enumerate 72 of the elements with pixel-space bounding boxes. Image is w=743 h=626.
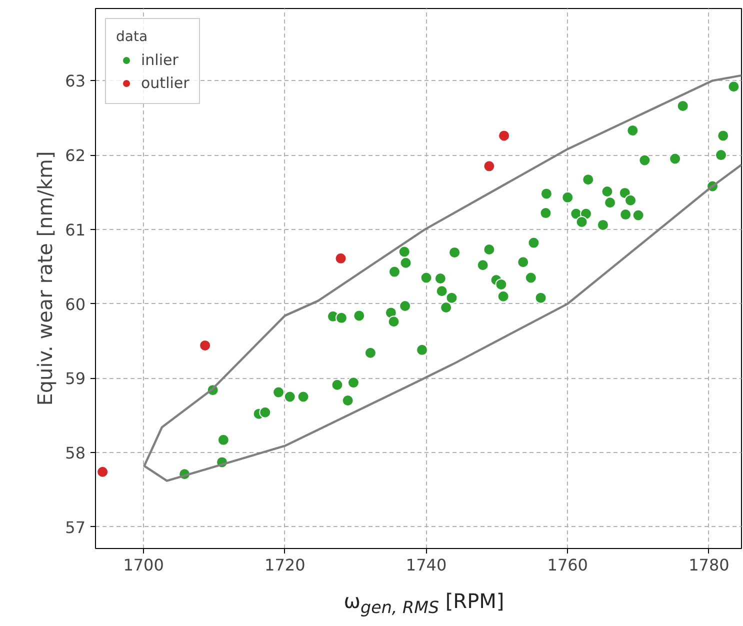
point bbox=[483, 160, 496, 172]
point bbox=[434, 272, 446, 284]
point bbox=[448, 246, 461, 258]
point bbox=[400, 256, 412, 269]
y-tick-label: 59 bbox=[65, 369, 86, 388]
point bbox=[259, 406, 272, 418]
point bbox=[353, 310, 366, 322]
point bbox=[446, 292, 458, 304]
point bbox=[517, 256, 530, 268]
point bbox=[199, 339, 212, 352]
point bbox=[601, 185, 614, 198]
legend-label: inlier bbox=[141, 51, 178, 69]
point bbox=[717, 130, 730, 142]
point bbox=[272, 386, 285, 398]
point bbox=[420, 272, 432, 284]
x-tick-label: 1760 bbox=[547, 556, 588, 574]
point bbox=[398, 246, 410, 258]
y-axis-title: Equiv. wear rate [nm/km] bbox=[33, 151, 58, 406]
point bbox=[576, 216, 588, 228]
point bbox=[497, 290, 510, 302]
point bbox=[476, 259, 489, 272]
point bbox=[604, 196, 616, 209]
point bbox=[217, 434, 230, 446]
y-tick-label: 57 bbox=[65, 518, 86, 537]
point bbox=[364, 346, 376, 359]
point bbox=[495, 278, 508, 290]
y-tick-label: 61 bbox=[65, 220, 86, 240]
point bbox=[632, 209, 644, 222]
point bbox=[284, 390, 296, 403]
x-tick-label: 1740 bbox=[406, 556, 447, 574]
point bbox=[626, 124, 639, 136]
y-tick-label: 60 bbox=[65, 294, 86, 314]
point bbox=[620, 208, 632, 221]
y-tick-label: 58 bbox=[65, 444, 86, 463]
point bbox=[297, 390, 310, 403]
point bbox=[498, 130, 510, 142]
point bbox=[388, 316, 400, 328]
point bbox=[436, 285, 448, 298]
point bbox=[399, 300, 412, 312]
line-series bbox=[143, 74, 742, 482]
point bbox=[335, 312, 348, 324]
point bbox=[440, 302, 452, 314]
point bbox=[728, 80, 740, 93]
legend-title: data bbox=[116, 29, 149, 45]
y-tick-label: 63 bbox=[65, 72, 86, 91]
point bbox=[676, 100, 689, 112]
point bbox=[524, 272, 537, 284]
x-tick-label: 1780 bbox=[688, 556, 730, 574]
point bbox=[540, 188, 552, 200]
point bbox=[342, 394, 354, 406]
point bbox=[715, 149, 728, 162]
y-tick-label: 62 bbox=[65, 146, 86, 166]
point bbox=[582, 174, 594, 186]
point bbox=[331, 378, 344, 391]
point bbox=[483, 244, 496, 256]
legend-label: outlier bbox=[141, 74, 190, 92]
x-axis-title: ω$_{gen, RMS}$ [RPM] bbox=[344, 588, 504, 619]
x-tick-label: 1720 bbox=[264, 556, 306, 574]
point bbox=[334, 252, 347, 264]
point bbox=[624, 194, 637, 206]
point bbox=[347, 376, 360, 389]
point bbox=[416, 344, 428, 356]
point bbox=[596, 218, 609, 231]
point bbox=[562, 191, 574, 204]
point bbox=[669, 152, 682, 165]
x-tick-label: 1700 bbox=[123, 556, 164, 574]
point bbox=[528, 236, 540, 249]
point bbox=[388, 266, 400, 278]
point bbox=[534, 292, 547, 304]
point bbox=[96, 466, 109, 478]
point bbox=[540, 207, 552, 220]
point bbox=[638, 154, 651, 166]
